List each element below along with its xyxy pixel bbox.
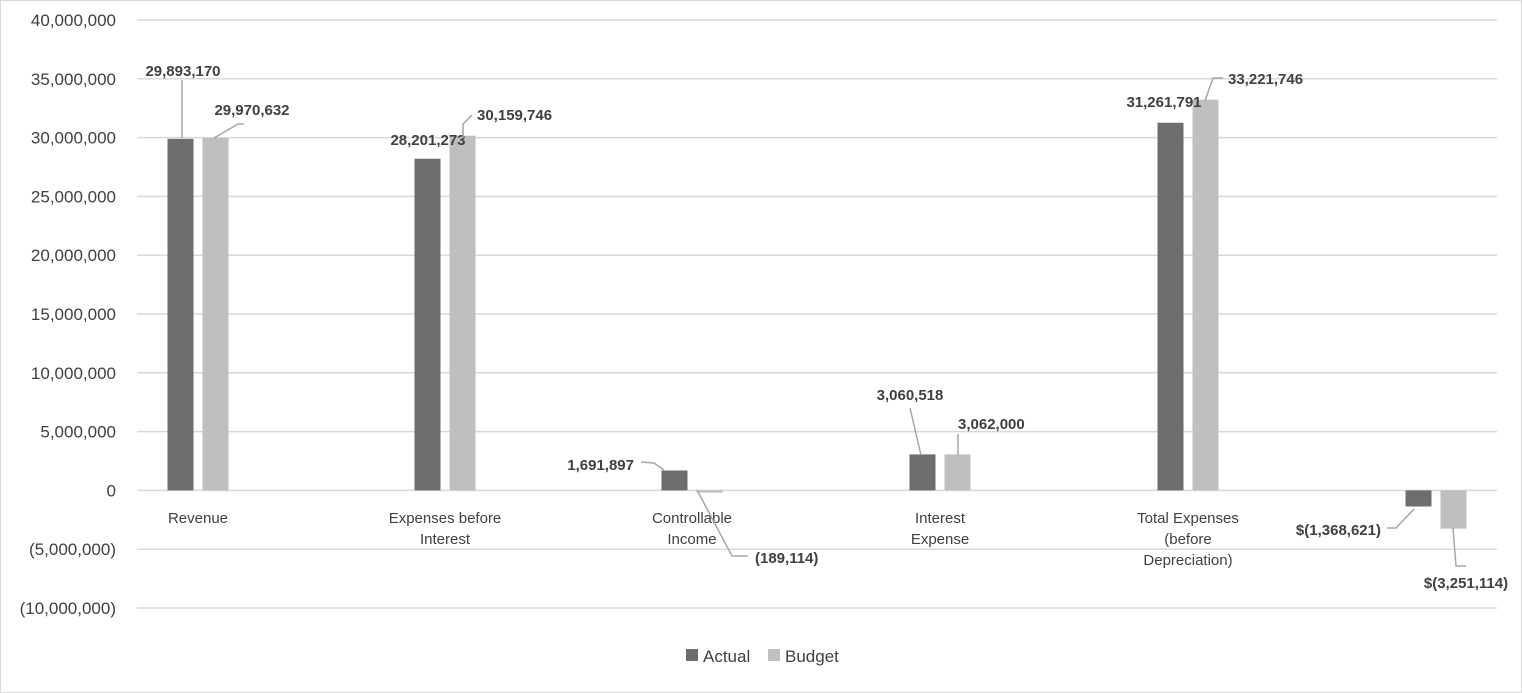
y-tick-label: 40,000,000 xyxy=(31,11,116,30)
bar-budget xyxy=(202,137,229,491)
bar-budget xyxy=(449,135,476,491)
category-label: Controllable xyxy=(652,510,732,527)
y-tick-label: (5,000,000) xyxy=(29,540,116,559)
y-tick-label: 30,000,000 xyxy=(31,129,116,148)
category-label: Expense xyxy=(911,531,969,548)
y-tick-label: 20,000,000 xyxy=(31,246,116,265)
data-label-budget: (189,114) xyxy=(755,550,818,567)
bar-budget xyxy=(944,454,971,491)
y-tick-label: 15,000,000 xyxy=(31,305,116,324)
bar-actual xyxy=(414,158,441,491)
bar-actual xyxy=(909,454,936,491)
data-label-actual: $(1,368,621) xyxy=(1296,522,1381,539)
data-labels: 29,893,170 28,201,273 1,691,897 3,060,518 31… xyxy=(145,63,1508,592)
category-label: Revenue xyxy=(168,510,228,527)
bar-actual xyxy=(167,138,194,491)
data-label-leader-line xyxy=(696,489,748,557)
data-label-actual: 29,893,170 xyxy=(145,63,220,80)
gridlines xyxy=(137,19,1497,609)
category-label: Income xyxy=(667,531,716,548)
legend-label-actual: Actual xyxy=(703,647,750,666)
legend: Actual Budget xyxy=(686,647,839,666)
legend-swatch-actual xyxy=(686,649,698,661)
data-label-budget: $(3,251,114) xyxy=(1424,575,1508,592)
data-label-actual: 3,060,518 xyxy=(877,387,944,404)
bar-actual xyxy=(661,470,688,491)
data-label-budget: 29,970,632 xyxy=(214,102,289,119)
data-label-leader-line xyxy=(909,407,922,456)
bar-budget xyxy=(696,490,723,493)
y-tick-label: 35,000,000 xyxy=(31,70,116,89)
y-tick-label: 0 xyxy=(107,481,116,500)
data-label-leader-line xyxy=(1452,527,1466,567)
data-label-budget: 30,159,746 xyxy=(477,107,552,124)
data-label-leader-line xyxy=(1387,508,1415,529)
category-labels: Revenue Expenses before Interest Controllab… xyxy=(168,510,1239,569)
data-label-actual: 31,261,791 xyxy=(1126,94,1201,111)
data-label-leader-line xyxy=(1204,77,1223,102)
category-label: Expenses before xyxy=(389,510,502,527)
y-tick-label: 5,000,000 xyxy=(40,423,116,442)
data-label-actual: 1,691,897 xyxy=(567,457,634,474)
data-label-leader-line xyxy=(462,114,473,138)
category-label: Interest xyxy=(420,531,471,548)
data-label-budget: 3,062,000 xyxy=(958,416,1025,433)
legend-label-budget: Budget xyxy=(785,647,839,666)
bar-budget xyxy=(1440,490,1467,529)
data-label-budget: 33,221,746 xyxy=(1228,71,1303,88)
y-tick-label: 25,000,000 xyxy=(31,187,116,206)
y-axis-ticks: 40,000,000 35,000,000 30,000,000 25,000,000… xyxy=(20,11,116,618)
category-label: (before xyxy=(1164,531,1212,548)
category-label: Depreciation) xyxy=(1143,552,1232,569)
legend-swatch-budget xyxy=(768,649,780,661)
data-label-leader-line xyxy=(640,461,665,471)
bar-budget xyxy=(1192,99,1219,491)
data-label-actual: 28,201,273 xyxy=(390,132,465,149)
category-label: Interest xyxy=(915,510,966,527)
data-label-leader-line xyxy=(213,123,244,139)
bars xyxy=(167,99,1467,529)
bar-actual xyxy=(1405,490,1432,507)
y-tick-label: (10,000,000) xyxy=(20,599,116,618)
category-label: Total Expenses xyxy=(1137,510,1239,527)
y-tick-label: 10,000,000 xyxy=(31,364,116,383)
bar-actual xyxy=(1157,122,1184,491)
